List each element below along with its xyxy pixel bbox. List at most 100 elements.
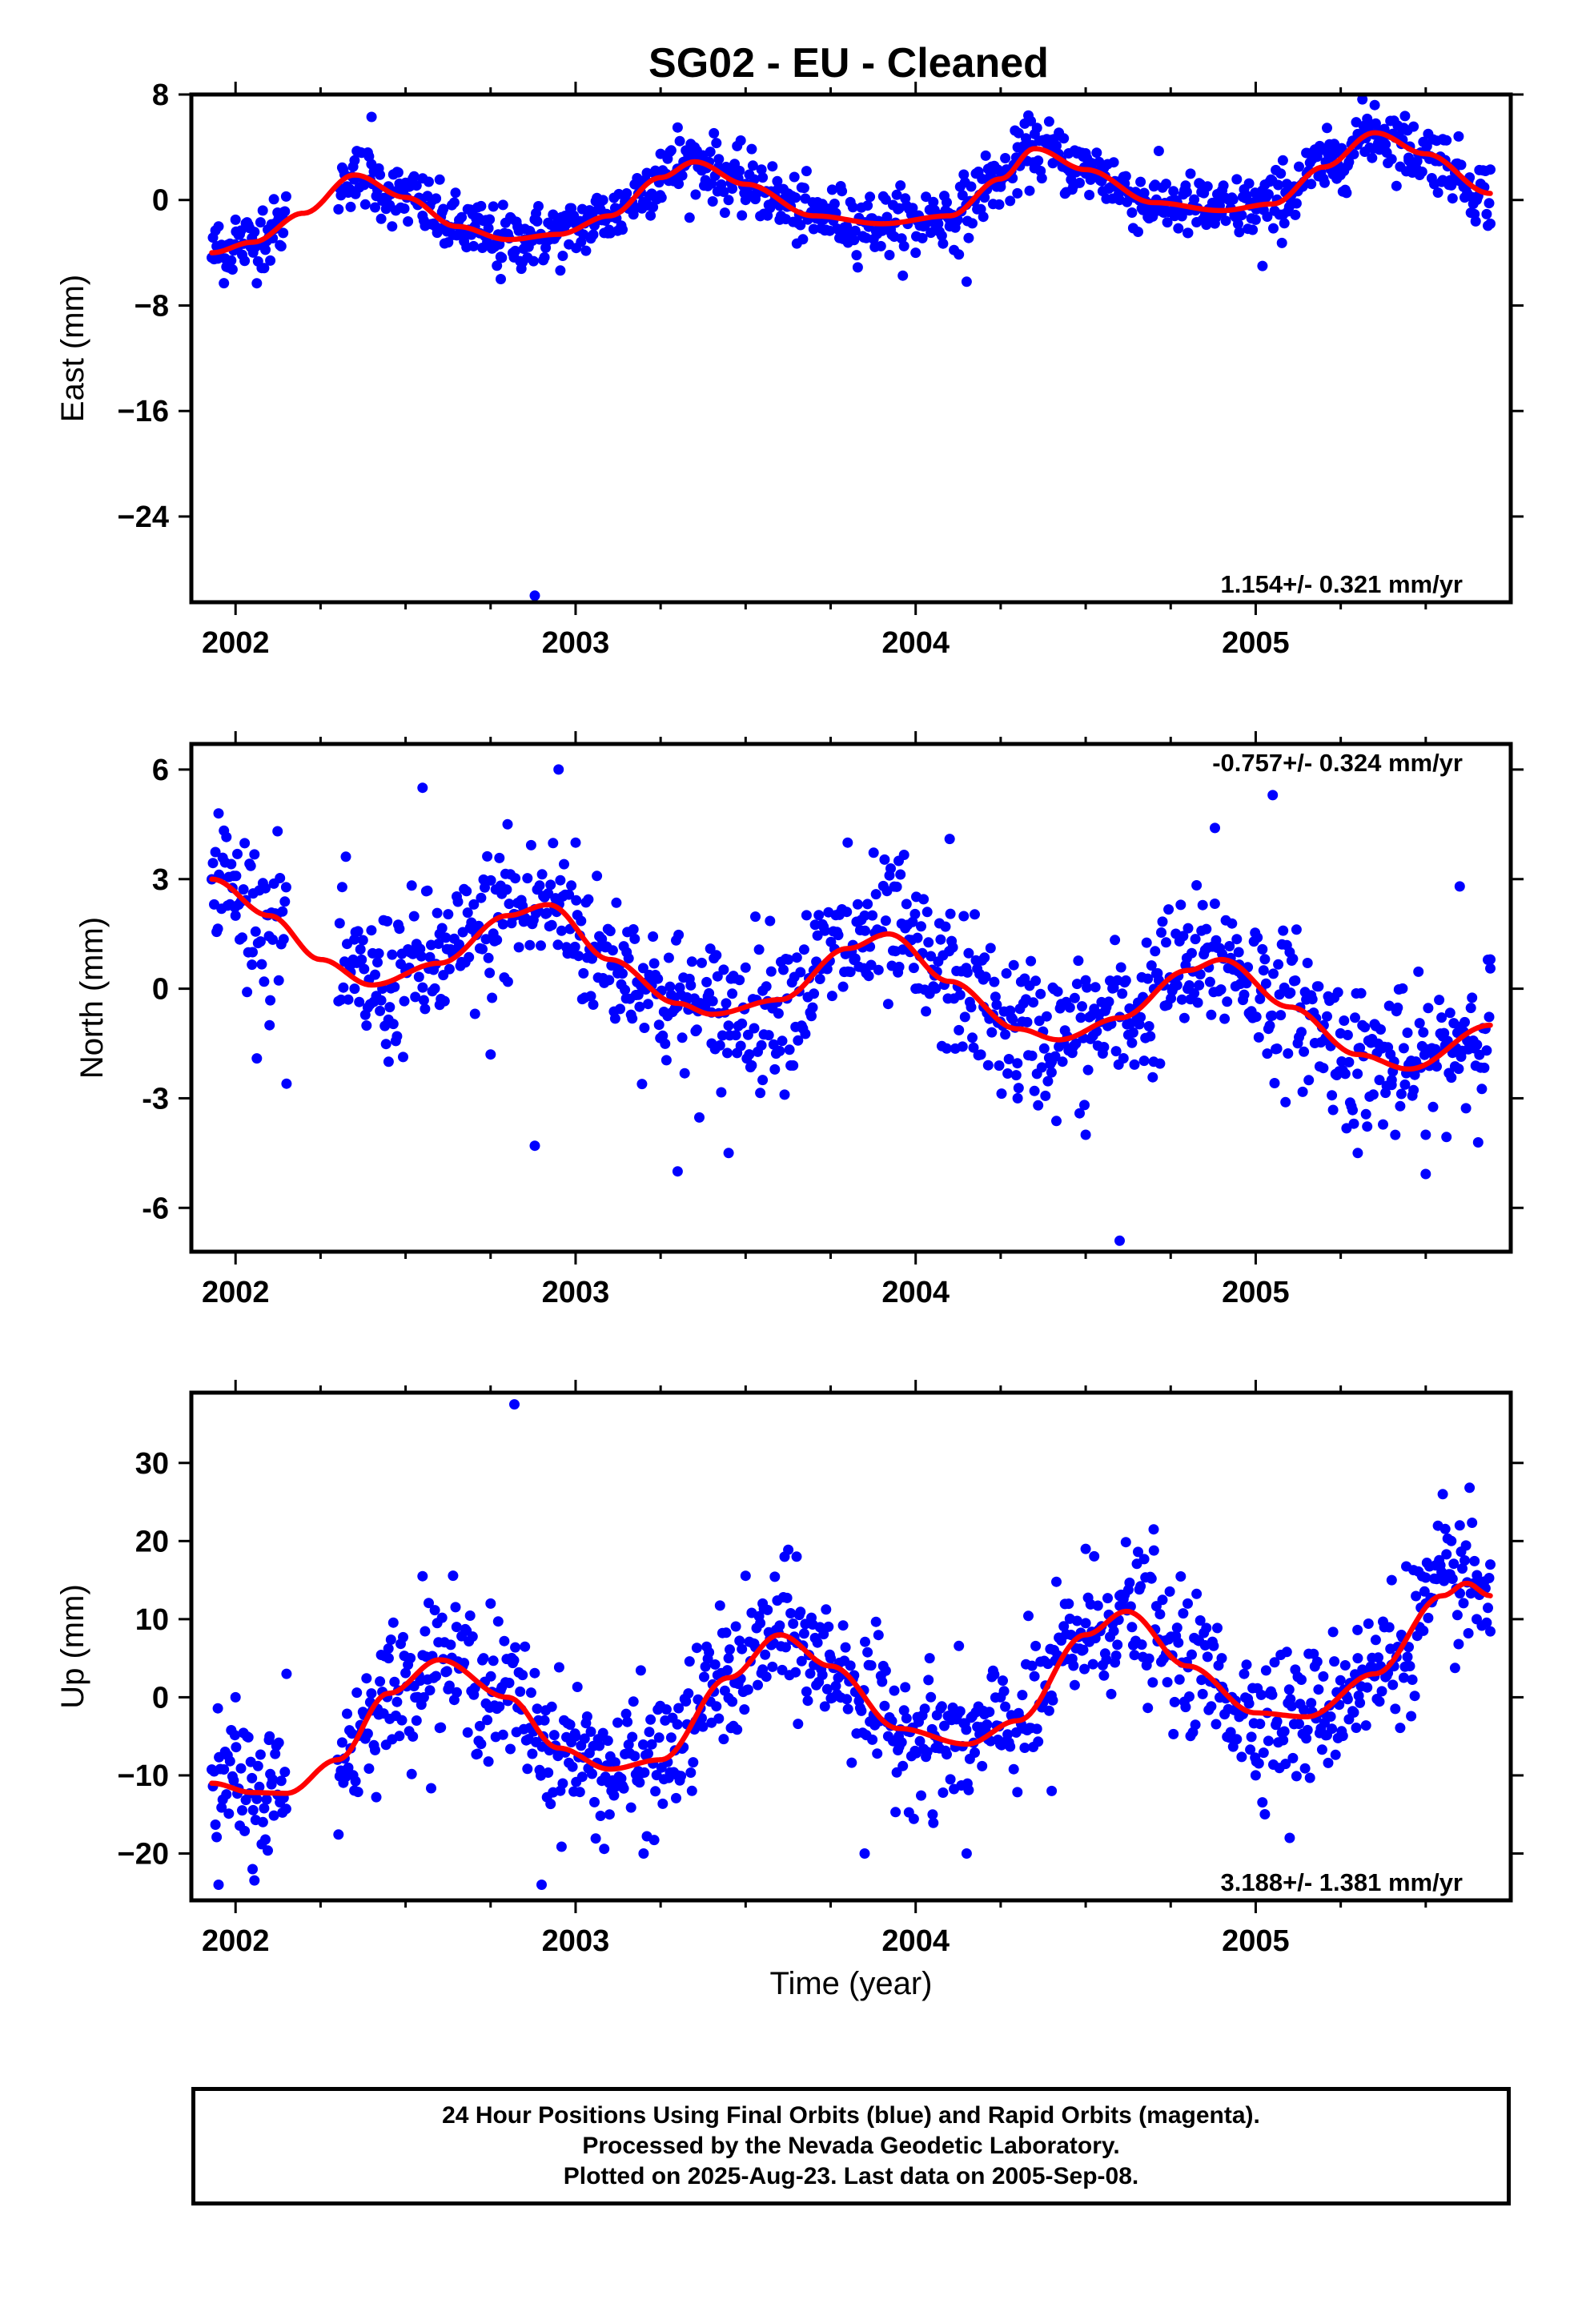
up-point [860,1636,870,1647]
north-point [673,929,685,940]
north-point [1069,992,1080,1003]
north-point [627,1013,638,1024]
east-ytick-label: 0 [152,184,169,218]
up-point [235,1763,247,1774]
east-panel: 2002 2003 2004 2005 8 0 −8 −16 −24 East (mm) 1.154… [55,78,1524,660]
up-point [760,1649,771,1660]
north-point [536,940,546,951]
east-point [1367,152,1378,163]
up-point [247,1772,258,1783]
east-point [280,191,291,202]
north-point [1303,1075,1315,1086]
east-point [417,211,428,221]
up-point [1387,1679,1399,1691]
up-point [1080,1543,1091,1554]
north-point [1436,1012,1447,1023]
up-point [1164,1586,1175,1597]
north-point [1255,993,1266,1004]
north-point [755,1088,766,1099]
north-point [954,1024,965,1035]
north-point [880,915,891,927]
north-point [954,989,966,1000]
up-point [1342,1694,1353,1705]
east-point [1343,156,1355,167]
up-point [936,1701,947,1712]
up-point [602,1735,613,1747]
north-point [814,974,825,984]
up-point [1030,1640,1042,1651]
east-point [259,263,270,274]
north-point [1268,968,1279,979]
up-point [921,1747,933,1758]
north-point [373,948,384,959]
east-point [597,195,608,206]
north-point [742,1029,753,1040]
north-point [513,942,524,953]
up-point [539,1715,550,1726]
up-point [474,1720,485,1731]
up-point [482,1715,493,1726]
north-point [484,967,496,979]
up-point [1211,1719,1222,1730]
east-point [1173,223,1184,234]
north-point [701,976,713,987]
north-point [1082,1064,1094,1076]
east-point [1012,142,1023,153]
up-point [508,1655,520,1666]
north-point [1278,925,1289,936]
up-point [898,1705,909,1716]
east-xtick-label: 2002 [202,626,270,660]
east-point [411,180,422,191]
north-point [793,1035,804,1046]
up-point [394,1731,405,1742]
north-point [661,1055,672,1066]
east-plot-frame [189,92,1513,605]
east-point [933,218,944,229]
up-point [684,1656,695,1667]
north-point [1302,958,1313,968]
up-point [927,1809,938,1820]
north-point [819,925,830,936]
up-xtick-label: 2002 [202,1924,270,1958]
north-point [1318,1063,1329,1074]
up-point [1465,1588,1476,1599]
east-point [767,161,778,172]
up-point [722,1665,733,1676]
north-point [765,966,777,977]
north-point [504,899,515,910]
north-point [1374,1075,1385,1086]
up-point [213,1880,224,1890]
north-point [779,1089,790,1100]
east-point [798,183,809,194]
east-point [431,193,442,204]
up-point [1398,1672,1409,1683]
up-point [497,1729,508,1740]
up-point [1446,1535,1457,1546]
east-point [1322,123,1332,134]
north-point [749,1023,760,1034]
up-point [279,1767,291,1778]
up-point [1171,1622,1182,1634]
up-point [515,1686,526,1697]
north-point [375,995,387,1006]
east-point [255,217,266,228]
up-point [1000,1701,1011,1712]
up-point [620,1708,632,1719]
east-point [434,174,445,185]
east-point [1421,141,1432,151]
north-point [335,994,347,1005]
north-point [366,925,377,936]
up-point [608,1790,620,1801]
north-point [620,984,631,995]
north-point [791,952,802,963]
up-point [229,1730,240,1741]
north-point [1013,1083,1024,1094]
up-point [1258,1747,1269,1759]
up-point [1395,1723,1406,1734]
east-point [456,211,468,223]
north-point [1350,1012,1360,1023]
east-point [1370,118,1381,129]
north-point [275,873,286,883]
east-xtick-label: 2003 [542,626,610,660]
up-point [785,1608,797,1618]
